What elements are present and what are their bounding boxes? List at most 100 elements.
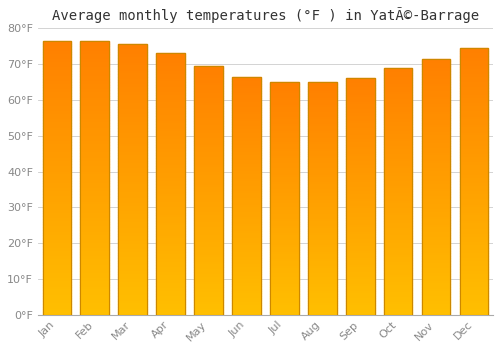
- Bar: [346, 97, 374, 100]
- Bar: [80, 246, 109, 249]
- Bar: [270, 131, 298, 133]
- Bar: [80, 164, 109, 167]
- Bar: [270, 138, 298, 140]
- Bar: [422, 212, 450, 215]
- Bar: [308, 175, 336, 177]
- Bar: [346, 258, 374, 260]
- Bar: [308, 105, 336, 107]
- Bar: [194, 265, 223, 267]
- Bar: [384, 172, 412, 174]
- Bar: [80, 71, 109, 74]
- Bar: [42, 186, 71, 189]
- Bar: [308, 117, 336, 119]
- Bar: [156, 137, 185, 140]
- Bar: [346, 92, 374, 95]
- Bar: [156, 168, 185, 171]
- Bar: [80, 249, 109, 252]
- Bar: [156, 79, 185, 82]
- Bar: [308, 308, 336, 310]
- Bar: [42, 191, 71, 194]
- Bar: [156, 166, 185, 168]
- Bar: [156, 262, 185, 265]
- Bar: [42, 101, 71, 104]
- Bar: [232, 270, 260, 272]
- Bar: [80, 150, 109, 153]
- Bar: [232, 265, 260, 267]
- Bar: [384, 312, 412, 315]
- Bar: [118, 182, 147, 185]
- Bar: [194, 258, 223, 260]
- Bar: [194, 233, 223, 235]
- Bar: [42, 123, 71, 126]
- Bar: [308, 289, 336, 292]
- Bar: [270, 252, 298, 254]
- Bar: [384, 214, 412, 216]
- Bar: [42, 205, 71, 208]
- Bar: [422, 148, 450, 151]
- Bar: [346, 142, 374, 145]
- Bar: [194, 111, 223, 113]
- Bar: [80, 82, 109, 85]
- Bar: [42, 131, 71, 134]
- Bar: [156, 116, 185, 119]
- Bar: [384, 107, 412, 110]
- Bar: [422, 269, 450, 271]
- Bar: [308, 189, 336, 191]
- Bar: [270, 208, 298, 210]
- Bar: [194, 228, 223, 230]
- Bar: [270, 243, 298, 245]
- Bar: [80, 189, 109, 191]
- Bar: [384, 114, 412, 117]
- Bar: [156, 236, 185, 239]
- Bar: [270, 161, 298, 163]
- Bar: [308, 236, 336, 238]
- Bar: [422, 253, 450, 256]
- Bar: [118, 104, 147, 106]
- Bar: [270, 93, 298, 96]
- Bar: [156, 106, 185, 108]
- Bar: [270, 89, 298, 91]
- Bar: [308, 173, 336, 175]
- Bar: [308, 310, 336, 313]
- Bar: [156, 181, 185, 184]
- Bar: [422, 87, 450, 89]
- Bar: [422, 279, 450, 281]
- Bar: [308, 145, 336, 147]
- Bar: [270, 166, 298, 168]
- Bar: [308, 119, 336, 121]
- Bar: [346, 119, 374, 121]
- Bar: [156, 53, 185, 315]
- Bar: [346, 282, 374, 284]
- Bar: [270, 82, 298, 315]
- Bar: [422, 74, 450, 77]
- Bar: [308, 259, 336, 261]
- Bar: [270, 112, 298, 114]
- Bar: [80, 128, 109, 131]
- Bar: [42, 55, 71, 57]
- Bar: [384, 218, 412, 221]
- Bar: [384, 206, 412, 209]
- Bar: [460, 163, 488, 165]
- Bar: [80, 43, 109, 46]
- Bar: [194, 302, 223, 305]
- Bar: [308, 238, 336, 240]
- Bar: [118, 201, 147, 204]
- Bar: [460, 280, 488, 283]
- Bar: [270, 273, 298, 275]
- Bar: [80, 76, 109, 79]
- Bar: [270, 266, 298, 268]
- Bar: [422, 225, 450, 228]
- Bar: [118, 158, 147, 161]
- Bar: [270, 107, 298, 110]
- Bar: [156, 202, 185, 205]
- Bar: [156, 220, 185, 223]
- Bar: [460, 232, 488, 235]
- Bar: [460, 165, 488, 168]
- Bar: [308, 91, 336, 93]
- Bar: [194, 81, 223, 83]
- Bar: [194, 280, 223, 282]
- Bar: [422, 243, 450, 246]
- Bar: [194, 73, 223, 76]
- Bar: [384, 256, 412, 258]
- Bar: [460, 309, 488, 312]
